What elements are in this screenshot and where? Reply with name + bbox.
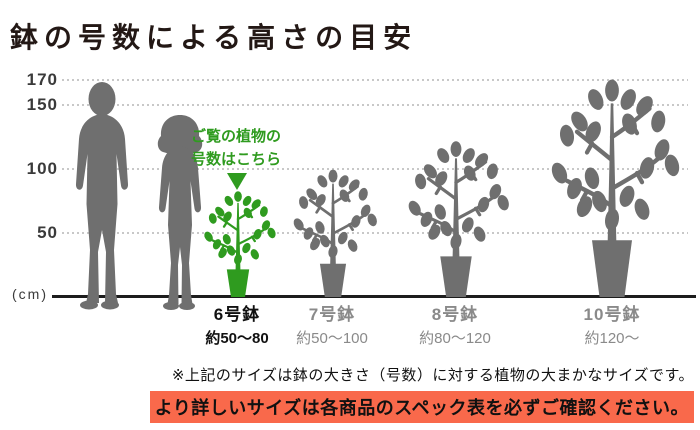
annotation-line2: 号数はこちら xyxy=(191,151,282,168)
pot-label-8gou: 8号鉢 約80〜120 xyxy=(390,300,520,348)
woman-silhouette xyxy=(157,115,203,310)
pot-label-6gou: 6号鉢 約50〜80 xyxy=(172,300,302,348)
pot-height-range: 約80〜120 xyxy=(419,330,491,347)
pot-height-range: 約120〜 xyxy=(584,330,640,347)
plant-6gou xyxy=(196,189,280,297)
gridline-50 xyxy=(62,232,688,234)
ground-line xyxy=(52,295,696,298)
page-title: 鉢の号数による高さの目安 xyxy=(10,22,418,53)
axis-unit-label: (cm) xyxy=(12,286,48,302)
pot-height-range: 約50〜100 xyxy=(296,330,368,347)
gridline-170 xyxy=(62,79,688,81)
down-arrow-icon xyxy=(227,173,247,190)
plant-7gou xyxy=(284,167,382,297)
pot-name: 6号鉢 xyxy=(213,305,261,324)
plant-8gou xyxy=(397,138,515,297)
pot-height-range: 約50〜80 xyxy=(205,330,269,347)
plant-10gou xyxy=(537,75,687,297)
axis-tick-50: 50 xyxy=(37,223,58,242)
axis-tick-170: 170 xyxy=(26,70,58,89)
pot-name: 8号鉢 xyxy=(431,305,479,324)
note-highlight: より詳しいサイズは各商品のスペック表を必ずご確認ください。 xyxy=(149,391,694,423)
pot-label-10gou: 10号鉢 約120〜 xyxy=(547,300,677,348)
note-disclaimer: ※上記のサイズは鉢の大きさ（号数）に対する植物の大まかなサイズです。 xyxy=(171,367,694,384)
man-silhouette xyxy=(75,82,129,310)
gridline-100 xyxy=(62,168,688,170)
pot-name: 10号鉢 xyxy=(583,305,641,324)
current-plant-annotation: ご覧の植物の 号数はこちら xyxy=(191,125,301,171)
axis-tick-150: 150 xyxy=(26,95,58,114)
annotation-line1: ご覧の植物の xyxy=(191,128,282,145)
axis-tick-100: 100 xyxy=(26,159,58,178)
gridline-150 xyxy=(62,104,688,106)
pot-label-7gou: 7号鉢 約50〜100 xyxy=(267,300,397,348)
pot-name: 7号鉢 xyxy=(308,305,356,324)
